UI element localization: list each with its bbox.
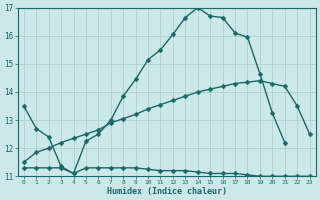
X-axis label: Humidex (Indice chaleur): Humidex (Indice chaleur) [107,187,227,196]
